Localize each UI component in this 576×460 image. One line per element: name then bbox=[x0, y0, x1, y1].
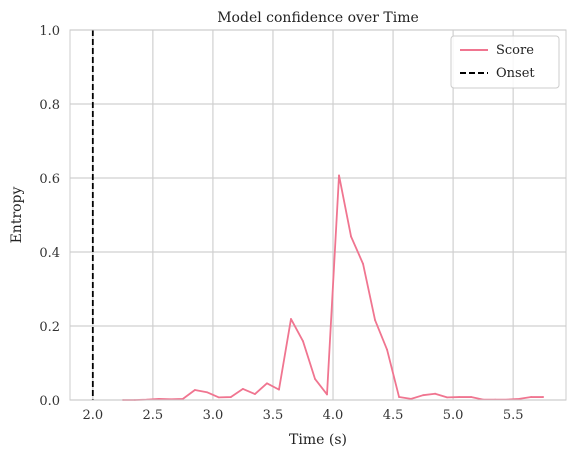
y-tick-label: 0.2 bbox=[39, 320, 60, 335]
data-point bbox=[470, 396, 473, 398]
data-point bbox=[326, 393, 328, 396]
data-point bbox=[254, 393, 256, 395]
data-point bbox=[230, 396, 232, 398]
data-point bbox=[362, 262, 364, 265]
x-tick-label: 5.5 bbox=[503, 408, 524, 423]
series-line-score bbox=[122, 174, 544, 401]
data-point bbox=[338, 174, 340, 177]
data-point bbox=[218, 396, 220, 399]
x-tick-label: 5.0 bbox=[443, 408, 464, 423]
data-point bbox=[530, 396, 533, 398]
data-point bbox=[290, 318, 292, 320]
data-point bbox=[302, 340, 304, 343]
ticks: 2.0 2.5 3.0 3.5 4.0 4.5 5.0 5.5 0.0 0.2 0.4 0.6 0.8 1… bbox=[39, 24, 523, 423]
data-point bbox=[542, 396, 545, 398]
y-tick-label: 0.8 bbox=[39, 98, 60, 113]
data-point bbox=[206, 391, 208, 394]
y-tick-label: 0.4 bbox=[39, 246, 60, 261]
legend-label-score: Score bbox=[496, 43, 534, 58]
data-point bbox=[422, 394, 424, 397]
x-tick-label: 4.5 bbox=[383, 408, 404, 423]
data-point bbox=[266, 382, 268, 385]
data-point bbox=[446, 396, 449, 399]
data-point bbox=[386, 348, 388, 351]
data-point bbox=[350, 235, 352, 238]
data-point bbox=[410, 397, 412, 400]
x-tick-label: 4.0 bbox=[323, 408, 344, 423]
legend: Score Onset bbox=[450, 35, 560, 89]
data-point bbox=[458, 396, 461, 398]
x-tick-label: 3.0 bbox=[203, 408, 224, 423]
data-point bbox=[434, 392, 436, 395]
x-axis-label: Time (s) bbox=[289, 432, 347, 448]
x-tick-label: 3.5 bbox=[263, 408, 284, 423]
data-point bbox=[194, 389, 196, 391]
y-axis-label: Entropy bbox=[9, 186, 25, 243]
y-tick-label: 1.0 bbox=[39, 24, 60, 39]
data-point bbox=[374, 319, 376, 321]
x-tick-label: 2.5 bbox=[143, 408, 164, 423]
legend-label-onset: Onset bbox=[496, 66, 535, 81]
data-point bbox=[398, 396, 400, 398]
data-point bbox=[157, 397, 160, 400]
y-tick-label: 0.6 bbox=[39, 172, 60, 187]
data-point bbox=[518, 397, 521, 400]
data-point bbox=[181, 397, 184, 400]
data-point bbox=[242, 388, 244, 390]
data-point bbox=[314, 378, 316, 380]
plot-frame bbox=[69, 29, 567, 401]
x-tick-label: 2.0 bbox=[82, 408, 103, 423]
data-point bbox=[278, 388, 280, 391]
chart-title: Model confidence over Time bbox=[217, 10, 419, 26]
y-tick-label: 0.0 bbox=[39, 394, 60, 409]
